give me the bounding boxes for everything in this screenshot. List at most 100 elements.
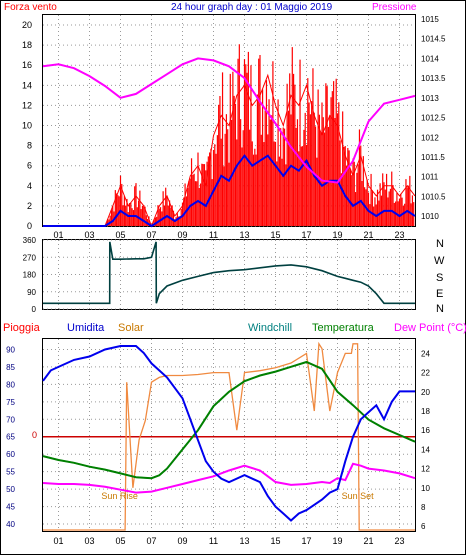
y-tick-label: 90 [27,288,36,297]
bottom-tick-labels: 40 45 50 55 60 65 70 75 80 85 90 6 8 10 12 14 16 18 20 22 24… [6,345,430,546]
y-tick-label: 180 [23,271,37,280]
y-right-tick-label: 24 [421,349,430,358]
y-right-tick-label: 14 [421,445,430,454]
wind-average-line [43,154,416,228]
y-right-tick-label: 1010.5 [421,192,446,201]
legend-wind-force: Forza vento [4,2,57,13]
y-tick-label: 4 [27,181,32,191]
top-panel-frame [42,14,416,227]
y-tick-label: 18 [22,40,32,50]
y-tick-label: 14 [22,80,32,90]
y-right-tick-label: 6 [421,522,426,531]
compass-s: S [436,272,443,284]
y-tick-label: 10 [22,121,32,131]
pressure-line [42,57,416,184]
top-series [42,44,416,228]
legend-windchill: Windchill [248,322,292,334]
legend-rain: Pioggia [3,322,41,334]
humidity-line [42,345,415,522]
bottom-series [42,341,416,531]
y-tick-label: 85 [6,363,15,372]
x-tick-label: 01 [53,230,63,240]
y-right-tick-label: 1014.5 [421,35,446,44]
x-tick-label: 17 [301,230,311,240]
compass-e: E [436,288,443,300]
y-right-tick-label: 12 [421,465,430,474]
x-tick-label: 15 [270,536,280,546]
sunset-label: Sun Set [342,491,375,501]
x-tick-label: 01 [53,536,63,546]
y-tick-label: 6 [27,161,32,171]
x-tick-label: 23 [394,536,404,546]
legend-dewpoint: Dew Point (°C) [394,322,466,334]
rain-zero-label: 0 [32,430,37,440]
y-tick-label: 12 [22,100,32,110]
y-tick-label: 50 [6,485,15,494]
bottom-panel-frame [42,338,416,532]
y-right-tick-label: 1012.5 [421,114,446,123]
x-tick-label: 15 [270,230,280,240]
x-tick-label: 09 [177,230,187,240]
y-right-tick-label: 16 [421,426,430,435]
y-right-tick-label: 10 [421,484,430,493]
y-right-tick-label: 1011 [421,173,439,182]
y-tick-label: 80 [6,380,15,389]
legend-temperature: Temperatura [312,322,375,334]
legend-solar: Solar [118,322,144,334]
y-right-tick-label: 1010 [421,212,439,221]
y-tick-label: 60 [6,450,15,459]
sunrise-label: Sun Rise [101,491,138,501]
x-tick-label: 11 [209,536,218,546]
compass-n-top: N [436,238,444,250]
y-right-tick-label: 1011.5 [421,153,445,162]
x-tick-label: 21 [363,230,373,240]
chart-title: 24 hour graph day : 01 Maggio 2019 [171,2,333,13]
x-tick-label: 11 [209,230,218,240]
y-tick-label: 2 [27,201,32,211]
x-tick-label: 05 [115,536,125,546]
y-tick-label: 270 [23,253,37,262]
x-tick-label: 09 [177,536,187,546]
x-tick-label: 19 [332,230,342,240]
x-tick-label: 03 [84,536,94,546]
y-tick-label: 65 [6,433,15,442]
legend-pressure: Pressione [372,2,417,13]
x-tick-label: 03 [84,230,94,240]
mid-panel-frame [42,239,416,310]
y-right-tick-label: 1013.5 [421,74,446,83]
wind-direction-line [43,241,415,305]
y-tick-label: 0 [27,221,32,231]
y-tick-label: 40 [6,520,15,529]
y-right-tick-label: 1012 [421,133,439,142]
y-tick-label: 360 [23,236,37,245]
x-tick-label: 19 [332,536,342,546]
y-right-tick-label: 1013 [421,94,439,103]
y-tick-label: 20 [22,20,32,30]
y-tick-label: 0 [32,305,37,314]
y-right-tick-label: 20 [421,388,430,397]
x-tick-label: 17 [301,536,311,546]
x-tick-label: 13 [239,536,249,546]
y-tick-label: 90 [6,345,15,354]
y-right-tick-label: 18 [421,407,430,416]
y-tick-label: 45 [6,503,15,512]
x-tick-label: 07 [146,536,156,546]
compass-n-bottom: N [436,303,444,315]
y-tick-label: 70 [6,415,15,424]
mid-series [43,241,415,305]
y-tick-label: 8 [27,141,32,151]
dewpoint-line [42,462,416,494]
solar-line [43,341,415,531]
x-tick-label: 23 [394,230,404,240]
x-tick-label: 05 [115,230,125,240]
y-right-tick-label: 8 [421,503,426,512]
y-right-tick-label: 22 [421,369,430,378]
legend-humidity: Umidita [67,322,105,334]
x-tick-label: 21 [363,536,373,546]
y-tick-label: 75 [6,398,15,407]
top-tick-labels: 0246810121416182010101010.510111011.5101… [22,15,446,240]
temperature-line [42,360,416,480]
x-tick-label: 07 [146,230,156,240]
y-right-tick-label: 1014 [421,54,439,63]
